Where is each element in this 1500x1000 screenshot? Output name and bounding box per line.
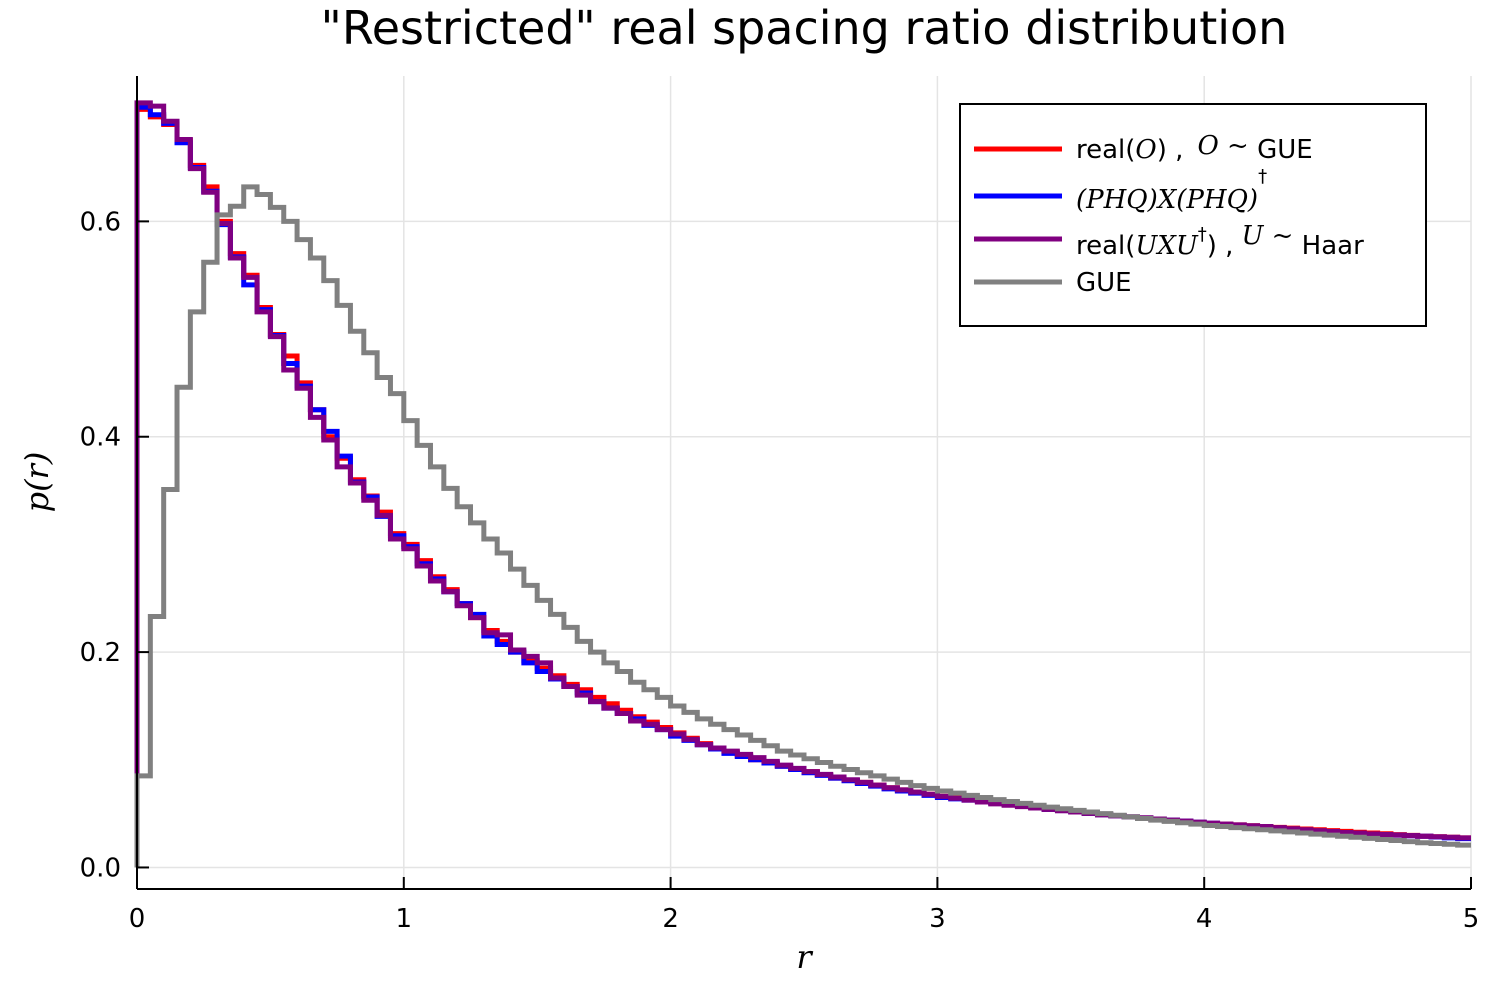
x-tick-label: 3 bbox=[929, 904, 946, 934]
y-tick-label: 0.4 bbox=[80, 423, 121, 453]
y-tick-label: 0.6 bbox=[80, 207, 121, 237]
x-tick-label: 0 bbox=[129, 904, 146, 934]
y-tick-label: 0.0 bbox=[80, 853, 121, 883]
legend-math-2: U ~ bbox=[1241, 221, 1293, 251]
legend-box bbox=[959, 103, 1427, 327]
x-tick-label: 2 bbox=[662, 904, 679, 934]
series-gray-line bbox=[134, 184, 1471, 868]
x-tick-label: 5 bbox=[1463, 904, 1480, 934]
legend-entry-real-o: real(O) , O ~ GUE bbox=[1076, 131, 1313, 165]
legend-math-2: O ~ bbox=[1197, 131, 1248, 161]
legend-entry-real-uxu: real(UXU†) , U ~ Haar bbox=[1076, 221, 1364, 261]
y-axis-label: p(r) bbox=[18, 452, 56, 513]
legend-entry-phq: (PHQ)X(PHQ)† bbox=[1076, 166, 1267, 215]
legend: real(O) ,O ~ GUE (PHQ)X(PHQ)† real(UXU†)… bbox=[959, 103, 1427, 327]
legend-math: UXU bbox=[1135, 231, 1198, 261]
x-tick-label: 4 bbox=[1196, 904, 1213, 934]
legend-text-pre: GUE bbox=[1076, 268, 1132, 298]
legend-entry-gue: GUE bbox=[1076, 268, 1132, 298]
legend-text-pre: real( bbox=[1076, 231, 1135, 261]
legend-math: (PHQ)X(PHQ) bbox=[1076, 185, 1258, 215]
chart-title: "Restricted" real spacing ratio distribu… bbox=[321, 1, 1288, 55]
x-ticks: 0 1 2 3 4 5 bbox=[129, 877, 1480, 934]
legend-math: O bbox=[1135, 135, 1156, 165]
series-layer bbox=[134, 100, 1471, 868]
legend-sup: † bbox=[1198, 224, 1207, 245]
legend-text-tail: Haar bbox=[1293, 231, 1364, 261]
x-axis-label: r bbox=[796, 938, 813, 976]
legend-text-post: ) , bbox=[1207, 231, 1234, 261]
y-tick-label: 0.2 bbox=[80, 638, 121, 668]
x-tick-label: 1 bbox=[396, 904, 413, 934]
legend-text-pre: real( bbox=[1076, 135, 1135, 165]
y-ticks: 0.0 0.2 0.4 0.6 bbox=[80, 207, 149, 883]
legend-text-tail: GUE bbox=[1249, 135, 1313, 165]
legend-sup: † bbox=[1258, 166, 1267, 187]
legend-text-post: ) , bbox=[1157, 135, 1184, 165]
